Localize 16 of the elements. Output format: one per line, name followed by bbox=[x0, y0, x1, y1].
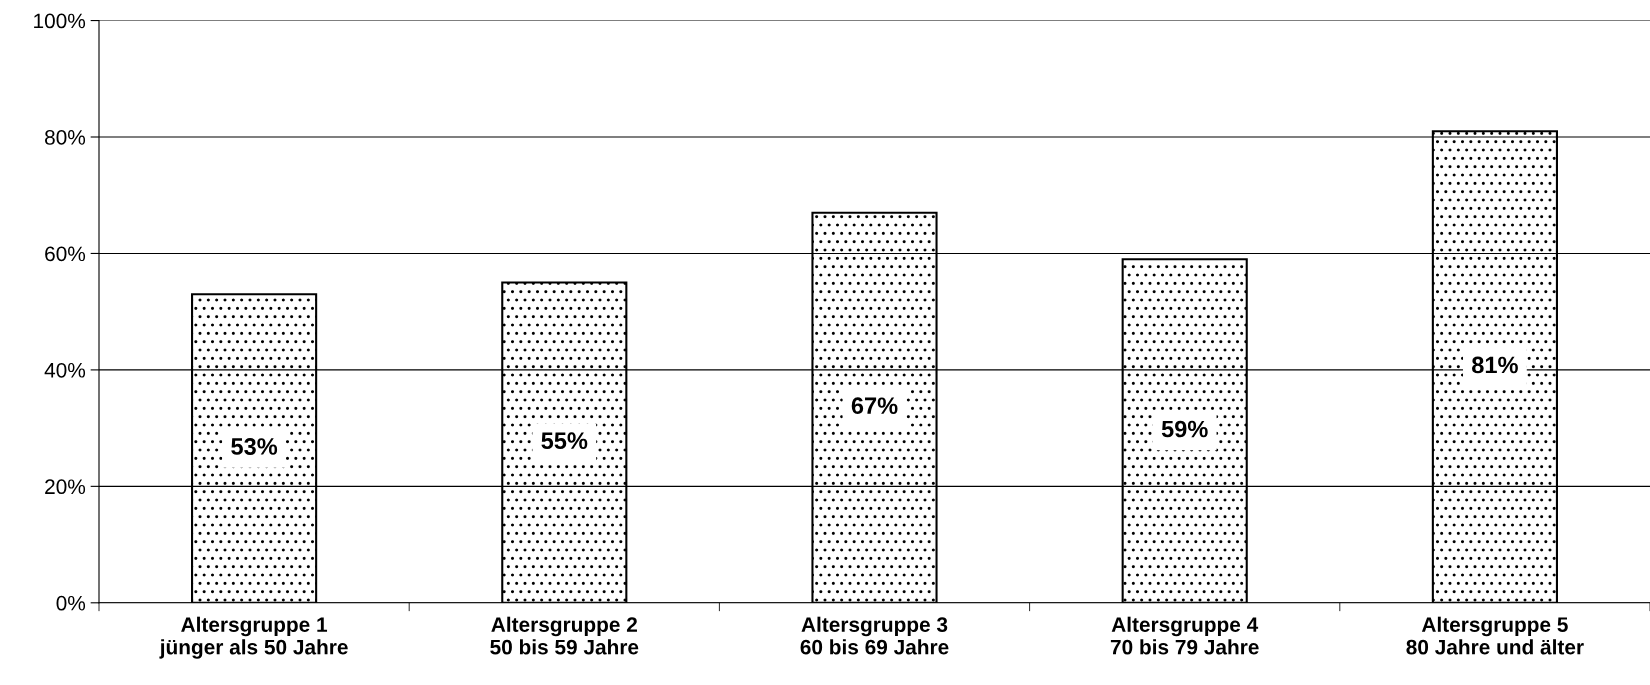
x-tick-label: Altersgruppe 1 jünger als 50 Jahre bbox=[159, 616, 348, 659]
data-label: 81% bbox=[1472, 356, 1518, 374]
y-tick-label: 80% bbox=[45, 130, 86, 145]
data-label: 53% bbox=[231, 438, 278, 455]
x-tick-label: Altersgruppe 5 80 Jahre und älter bbox=[1406, 616, 1584, 655]
x-tick-label: Altersgruppe 3 60 bis 69 Jahre bbox=[800, 616, 949, 655]
y-tick-label: 100% bbox=[34, 13, 86, 29]
data-label: 59% bbox=[1161, 420, 1208, 438]
y-tick-label: 20% bbox=[45, 479, 86, 495]
x-tick-label: Altersgruppe 4 70 bis 79 Jahre bbox=[1110, 616, 1259, 655]
data-label: 55% bbox=[541, 432, 588, 450]
data-label: 67% bbox=[851, 397, 898, 415]
y-tick-label: 0% bbox=[56, 595, 86, 611]
y-tick-label: 40% bbox=[44, 362, 86, 378]
y-tick-label: 60% bbox=[45, 246, 86, 262]
x-tick-label: Altersgruppe 2 50 bis 59 Jahre bbox=[490, 616, 639, 655]
